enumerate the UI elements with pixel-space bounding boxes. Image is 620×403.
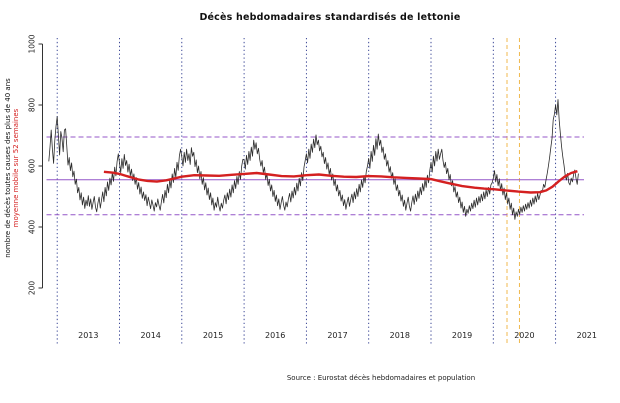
x-year-label: 2013	[78, 331, 99, 340]
y-tick-label: 800	[27, 97, 37, 113]
x-year-label: 2015	[202, 331, 224, 340]
source-caption: Source : Eurostat décès hebdomadaires et…	[286, 374, 476, 382]
y-tick-label: 1000	[27, 34, 37, 54]
moving-average-line	[103, 170, 578, 194]
x-year-label: 2016	[265, 331, 286, 340]
x-year-label: 2014	[140, 331, 161, 340]
weekly-deaths-line	[48, 99, 579, 220]
y-tick-label: 200	[27, 280, 37, 296]
x-year-label: 2019	[451, 331, 473, 340]
x-year-label: 2018	[389, 331, 410, 340]
chart-title: Décès hebdomadaires standardisés de lett…	[199, 12, 461, 23]
y-tick-label: 400	[27, 219, 37, 235]
y-tick-label: 600	[27, 158, 37, 174]
x-year-label: 2021	[576, 331, 597, 340]
x-year-label: 2020	[514, 331, 535, 340]
x-year-label: 2017	[327, 331, 348, 340]
